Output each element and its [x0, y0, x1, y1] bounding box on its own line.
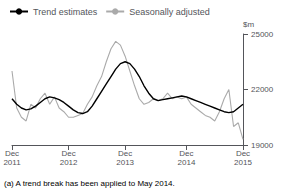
svg-text:2012: 2012 — [60, 158, 78, 167]
svg-text:2013: 2013 — [116, 158, 134, 167]
svg-text:Dec: Dec — [5, 149, 19, 158]
svg-text:$m: $m — [243, 20, 254, 29]
svg-text:19000: 19000 — [251, 141, 274, 150]
svg-text:2014: 2014 — [178, 158, 196, 167]
svg-text:Dec: Dec — [61, 149, 75, 158]
svg-text:Dec: Dec — [236, 149, 250, 158]
svg-text:22000: 22000 — [251, 85, 274, 94]
svg-text:2015: 2015 — [234, 158, 252, 167]
svg-text:Seasonally adjusted: Seasonally adjusted — [129, 7, 210, 17]
svg-text:Dec: Dec — [179, 149, 193, 158]
svg-text:2011: 2011 — [3, 158, 21, 167]
svg-text:25000: 25000 — [251, 30, 274, 39]
svg-text:Trend estimates: Trend estimates — [33, 7, 98, 17]
svg-text:Dec: Dec — [118, 149, 132, 158]
svg-text:(a) A trend break has been app: (a) A trend break has been applied to Ma… — [4, 179, 175, 188]
